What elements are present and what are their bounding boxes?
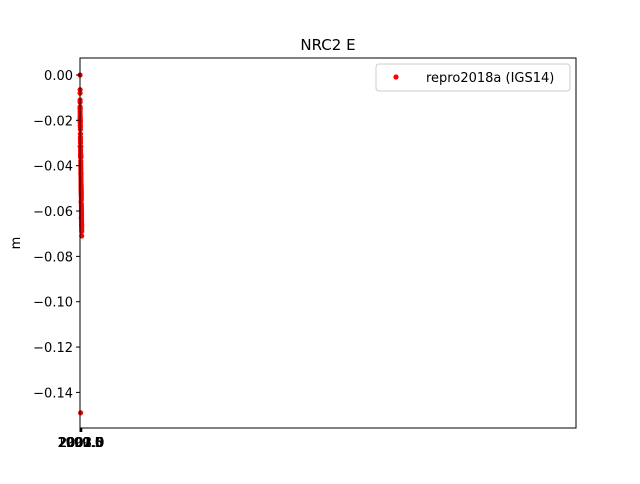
x-tick-label: 2002.5 [59,436,105,451]
ticks-layer: 1999.52000.02000.52001.02001.52002.02002… [33,69,104,451]
y-tick-label: 0.00 [44,69,73,84]
data-point [78,143,84,150]
legend-label: repro2018a (IGS14) [426,71,554,86]
data-point [78,215,84,221]
points-layer [77,72,85,416]
x-tick-label: 2000.0 [58,436,104,451]
y-tick-label: −0.10 [33,296,73,311]
y-tick-label: −0.08 [33,250,73,265]
x-tick-label: 2003.0 [59,436,105,451]
data-point [78,199,84,205]
x-tick-label: 2000.5 [58,436,104,451]
plot-frame [79,57,577,429]
y-axis-label: m [9,237,24,250]
legend-marker [393,74,399,80]
x-tick-label: 2001.5 [58,436,104,451]
data-point [78,410,84,416]
y-tick-label: −0.02 [33,114,73,129]
legend-box [375,63,571,92]
legend: repro2018a (IGS14) [375,63,571,92]
y-tick-label: −0.06 [33,205,73,220]
y-tick-label: −0.04 [33,160,73,175]
x-tick-label: 2002.0 [59,436,105,451]
y-tick-label: −0.12 [33,341,73,356]
y-tick-label: −0.14 [33,386,73,401]
x-tick-label: 2001.0 [58,436,104,451]
data-point [78,151,84,157]
chart-title: NRC2 E [300,36,355,54]
x-tick-label: 1999.5 [57,436,103,451]
